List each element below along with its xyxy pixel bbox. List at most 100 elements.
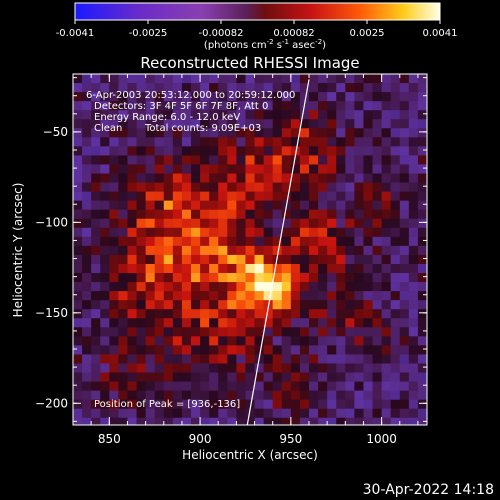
heatmap-cell	[181, 291, 192, 301]
heatmap-cell	[318, 200, 328, 211]
heatmap-cell	[299, 236, 310, 247]
heatmap-cell	[73, 263, 83, 274]
heatmap-cell	[263, 209, 274, 220]
heatmap-cell	[272, 164, 283, 175]
heatmap-cell	[73, 137, 83, 147]
heatmap-cell	[299, 254, 310, 265]
heatmap-cell	[127, 110, 138, 120]
heatmap-cell	[417, 363, 427, 374]
heatmap-cell	[109, 390, 119, 401]
heatmap-cell	[227, 399, 237, 410]
heatmap-cell	[318, 345, 328, 356]
heatmap-cell	[408, 318, 419, 328]
heatmap-cell	[290, 92, 301, 102]
heatmap-cell	[399, 309, 410, 319]
heatmap-cell	[154, 110, 165, 120]
heatmap-cell	[309, 417, 319, 425]
heatmap-cell	[191, 300, 201, 310]
heatmap-cell	[227, 110, 237, 120]
heatmap-cell	[73, 336, 83, 346]
heatmap-cell	[109, 327, 119, 337]
heatmap-cell	[281, 254, 292, 265]
heatmap-cell	[299, 417, 310, 425]
heatmap-cell	[163, 254, 174, 265]
heatmap-cell	[154, 300, 165, 310]
heatmap-cell	[191, 155, 201, 166]
heatmap-cell	[381, 273, 392, 283]
heatmap-cell	[181, 101, 192, 111]
heatmap-cell	[136, 327, 147, 337]
heatmap-cell	[73, 227, 83, 238]
heatmap-cell	[363, 200, 374, 211]
heatmap-cell	[363, 282, 374, 292]
heatmap-cell	[263, 372, 274, 383]
heatmap-cell	[236, 399, 247, 410]
heatmap-cell	[381, 291, 392, 301]
heatmap-cell	[299, 408, 310, 419]
heatmap-cell	[127, 173, 138, 184]
heatmap-cell	[263, 336, 274, 346]
heatmap-cell	[281, 399, 292, 410]
heatmap-cell	[163, 390, 174, 401]
heatmap-cell	[327, 417, 337, 425]
heatmap-cell	[154, 137, 165, 147]
heatmap-cell	[272, 110, 283, 120]
heatmap-cell	[354, 372, 365, 383]
heatmap-cell	[236, 363, 247, 374]
heatmap-cell	[118, 218, 129, 229]
heatmap-cell	[154, 408, 165, 419]
heatmap-cell	[145, 83, 156, 93]
heatmap-cell	[345, 155, 355, 166]
heatmap-cell	[399, 300, 410, 310]
heatmap-cell	[345, 74, 355, 84]
heatmap-cell	[299, 273, 310, 283]
heatmap-cell	[145, 173, 156, 184]
heatmap-cell	[327, 300, 337, 310]
heatmap-cell	[209, 74, 219, 84]
heatmap-cell	[109, 119, 119, 129]
heatmap-cell	[209, 155, 219, 166]
heatmap-cell	[363, 128, 374, 138]
heatmap-cell	[354, 191, 365, 202]
heatmap-cell	[299, 200, 310, 211]
heatmap-cell	[91, 354, 101, 365]
heatmap-cell	[272, 300, 283, 310]
heatmap-cell	[309, 164, 319, 175]
heatmap-cell	[299, 245, 310, 256]
heatmap-cell	[127, 291, 138, 301]
heatmap-cell	[163, 164, 174, 175]
heatmap-cell	[381, 363, 392, 374]
heatmap-cell	[372, 200, 383, 211]
heatmap-cell	[417, 137, 427, 147]
heatmap-cell	[191, 164, 201, 175]
heatmap-cell	[82, 282, 92, 292]
heatmap-cell	[417, 263, 427, 274]
heatmap-cell	[408, 155, 419, 166]
heatmap-cell	[281, 83, 292, 93]
heatmap-cell	[209, 381, 219, 392]
heatmap-cell	[227, 191, 237, 202]
heatmap-cell	[172, 254, 183, 265]
heatmap-cell	[200, 282, 210, 292]
heatmap-cell	[127, 282, 138, 292]
heatmap-cell	[272, 309, 283, 319]
heatmap-cell	[417, 164, 427, 175]
heatmap-cell	[82, 417, 92, 425]
heatmap-cell	[254, 191, 265, 202]
heatmap-cell	[191, 309, 201, 319]
heatmap-cell	[245, 309, 256, 319]
heatmap-cell	[154, 390, 165, 401]
heatmap-cell	[91, 164, 101, 175]
heatmap-cell	[399, 119, 410, 129]
heatmap-cell	[73, 74, 83, 84]
heatmap-cell	[218, 173, 228, 184]
heatmap-cell	[309, 137, 319, 147]
heatmap-cell	[172, 263, 183, 274]
heatmap-cell	[218, 137, 228, 147]
heatmap-cell	[200, 327, 210, 337]
heatmap-cell	[200, 182, 210, 193]
heatmap-cell	[254, 74, 265, 84]
heatmap-cell	[236, 318, 247, 328]
heatmap-cell	[327, 173, 337, 184]
heatmap-cell	[417, 119, 427, 129]
